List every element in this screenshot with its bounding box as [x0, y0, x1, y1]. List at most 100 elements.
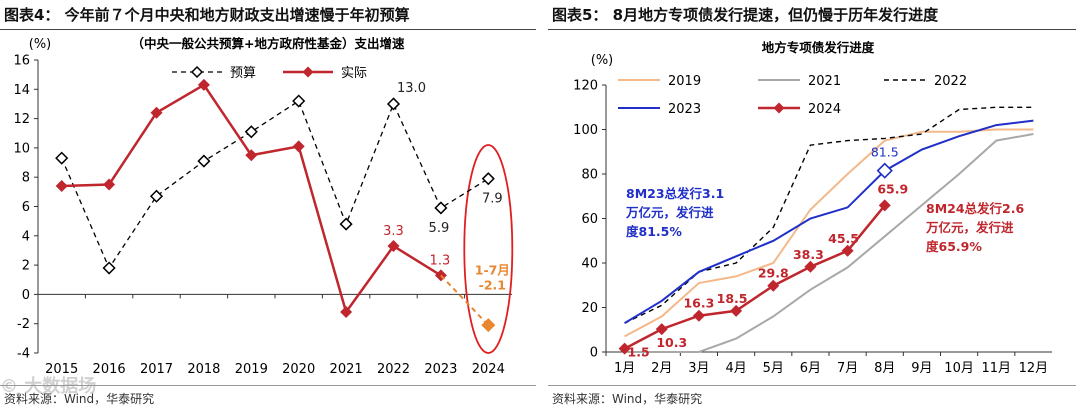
- legend-label-2024: 2024: [808, 102, 841, 117]
- point-2024: [618, 342, 631, 355]
- y-tick-label: 20: [581, 301, 598, 316]
- x-tick-label: 2015: [45, 362, 78, 377]
- right-figure-panel: 图表5： 8月地方专项债发行提速，但仍慢于历年发行进度 0 20 40 60 80 100…: [548, 0, 1080, 410]
- legend-label-2021: 2021: [808, 74, 841, 89]
- left-chart: -4 -2 0 2 4 6 8 10 12 14 16 2015 2016 2017 2018 2019 202…: [13, 36, 514, 377]
- legend-label-2019: 2019: [668, 74, 701, 89]
- budget-point: [197, 154, 211, 168]
- x-tick-label: 2017: [140, 362, 173, 377]
- label-2024-point: 38.3: [793, 247, 824, 262]
- point-2023-aug: [876, 162, 893, 179]
- right-source-rule: [548, 385, 1076, 386]
- x-tick-label: 6月: [800, 361, 821, 376]
- callout-2023-line: 万亿元，发行进: [625, 205, 714, 220]
- budget-point: [339, 217, 353, 231]
- x-tick-label: 3月: [688, 361, 709, 376]
- x-tick-label: 2018: [187, 362, 220, 377]
- left-source-rule: [0, 385, 536, 386]
- y-tick-label: 80: [581, 168, 598, 183]
- left-figure-source: 资料来源：Wind，华泰研究: [4, 392, 155, 406]
- y-tick-label: 60: [581, 212, 598, 227]
- series-line-jan-jul: [440, 274, 490, 326]
- legend-budget-marker: [190, 65, 204, 79]
- point-2024: [804, 260, 817, 273]
- callout-2023-line: 度81.5%: [626, 224, 682, 239]
- series-line-2019: [624, 128, 1034, 338]
- annotation-2022-budget: 13.0: [397, 81, 426, 96]
- left-title-rule: [0, 29, 536, 30]
- y-tick-label: 6: [22, 200, 30, 215]
- x-tick-label: 7月: [837, 361, 858, 376]
- legend-marker-2024: [773, 102, 785, 114]
- y-tick-label: 2: [22, 259, 30, 274]
- annotation-2023-budget: 5.9: [429, 221, 450, 236]
- actual-point: [103, 178, 116, 191]
- x-tick-label: 2022: [377, 362, 410, 377]
- x-tick-label: 1月: [614, 361, 635, 376]
- series-line-budget: [61, 100, 489, 270]
- x-tick-label: 2019: [235, 362, 268, 377]
- callout-2024-line: 8M24总发行2.6: [926, 201, 1024, 216]
- actual-point: [55, 179, 68, 192]
- highlight-ellipse: [463, 144, 514, 354]
- right-title-rule: [548, 29, 1076, 30]
- label-2024-point: 29.8: [758, 266, 789, 281]
- right-figure-title: 图表5： 8月地方专项债发行提速，但仍慢于历年发行进度: [552, 6, 939, 24]
- y-axis-label: (%): [591, 53, 614, 68]
- callout-2024-line: 度65.9%: [926, 239, 982, 254]
- legend-label-2023: 2023: [668, 102, 701, 117]
- right-figure-source: 资料来源：Wind，华泰研究: [552, 392, 703, 406]
- y-tick-label: 120: [573, 79, 598, 94]
- y-tick-label: 10: [13, 141, 30, 156]
- y-tick-label: 0: [590, 346, 598, 361]
- actual-point: [387, 240, 400, 253]
- point-2024: [841, 244, 854, 257]
- jan-jul-2024-point: [481, 318, 496, 333]
- y-tick-label: 16: [13, 54, 30, 69]
- y-tick-label: -4: [17, 347, 30, 362]
- series-line-actual: [61, 83, 442, 315]
- actual-point: [150, 106, 163, 119]
- legend-label-2022: 2022: [934, 74, 967, 89]
- label-2024-point: 1.5: [628, 345, 650, 360]
- y-tick-label: 40: [581, 257, 598, 272]
- x-tick-label: 11月: [981, 361, 1011, 376]
- y-tick-label: 12: [13, 112, 30, 127]
- point-2024: [878, 199, 891, 212]
- label-2024-point: 45.5: [828, 231, 859, 246]
- point-2024: [692, 309, 705, 322]
- callout-2024-line: 万亿元，发行进: [925, 220, 1014, 235]
- series-line-2023: [624, 119, 1034, 324]
- actual-point: [245, 149, 258, 162]
- label-2024-point: 18.5: [717, 291, 748, 306]
- annotation-2023-actual: 1.3: [430, 253, 451, 268]
- annotation-jan-jul-label: 1-7月: [475, 262, 510, 277]
- y-tick-label: 0: [22, 288, 30, 303]
- y-tick-label: 4: [22, 229, 30, 244]
- annotation-2022-actual: 3.3: [383, 224, 404, 239]
- label-2024-point: 10.3: [656, 335, 687, 350]
- legend-actual-label: 实际: [341, 66, 367, 81]
- budget-point: [55, 151, 69, 165]
- actual-point: [292, 140, 305, 153]
- x-tick-label: 2020: [282, 362, 315, 377]
- x-tick-label: 2023: [424, 362, 457, 377]
- label-2024-point: 16.3: [683, 296, 714, 311]
- right-chart: 0 20 40 60 80 100 120 1月 2月 3月 4月 5月 6月 7月 8月 9月 10月 11月 1…: [573, 40, 1052, 376]
- budget-point: [244, 125, 258, 139]
- x-tick-label: 12月: [1019, 361, 1049, 376]
- label-2023-aug: 81.5: [871, 145, 899, 160]
- budget-point: [481, 172, 495, 186]
- annotation-jan-jul-value: -2.1: [479, 277, 506, 292]
- x-tick-label: 5月: [763, 361, 784, 376]
- x-tick-label: 2024: [472, 362, 505, 377]
- y-tick-label: 100: [573, 123, 598, 138]
- watermark-logo: © 大数据场: [0, 376, 97, 397]
- x-tick-label: 10月: [944, 361, 974, 376]
- budget-point: [386, 97, 401, 111]
- point-2024: [767, 279, 780, 292]
- x-tick-label: 8月: [874, 361, 895, 376]
- left-figure-title: 图表4： 今年前７个月中央和地方财政支出增速慢于年初预算: [4, 6, 410, 24]
- x-tick-label: 4月: [725, 361, 746, 376]
- actual-point: [340, 305, 353, 318]
